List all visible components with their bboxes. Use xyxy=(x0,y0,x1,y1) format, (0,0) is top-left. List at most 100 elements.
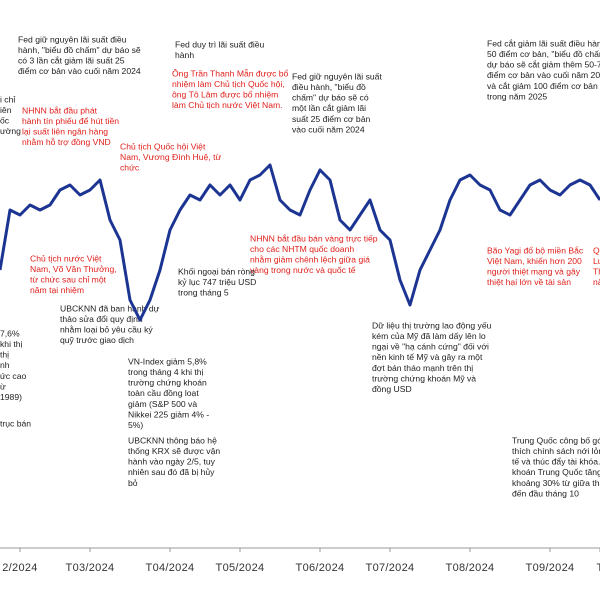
annotation-text: i chỉ xyxy=(0,94,15,104)
annotation-text: Lu xyxy=(593,256,600,266)
annotation-text: có 3 lần cắt giảm lãi suất 25 xyxy=(18,56,125,66)
annotation-text: thống KRX sẽ được vận xyxy=(128,446,220,456)
annotation-text: giảm (S&P 500 và xyxy=(128,399,197,409)
x-tick-label: T07/2024 xyxy=(366,562,415,574)
annotation-text: Việt Nam, khiến hơn 200 xyxy=(487,256,582,266)
annotation-text: tế và thúc đẩy tài khóa. C xyxy=(512,457,600,467)
annotation-text: Bão Yagi đổ bộ miền Bắc xyxy=(487,245,584,255)
annotation-text: một lần cắt giảm lãi xyxy=(292,103,366,113)
annotation-text: năm tại nhiệm xyxy=(30,285,84,295)
annotation-text: điểm cơ bản vào cuối năm 2024 xyxy=(18,66,141,76)
x-tick-label: T09/2024 xyxy=(526,562,575,574)
annotation-text: đến đầu tháng 10 xyxy=(512,488,579,498)
x-tick-label: T03/2024 xyxy=(66,562,115,574)
annotation-text: chấm" dự báo sẽ có xyxy=(292,93,369,103)
annotation-text: đồng USD xyxy=(372,384,412,394)
annotation-text: trục bán xyxy=(0,418,31,428)
annotation-text: khoán Trung Quốc tăng xyxy=(512,467,600,477)
annotation-text: người thiệt mạng và gây xyxy=(487,267,581,277)
annotation-text: nhằm loại bỏ yêu cầu ký xyxy=(60,325,153,335)
annotation-text: suất 25 điểm cơ bản xyxy=(292,114,370,124)
annotation-text: 1989) xyxy=(0,392,22,402)
annotation-text: kỷ lục 747 triệu USD xyxy=(178,277,256,287)
annotation-text: khi thị xyxy=(0,339,23,349)
annotation-text: điều hành, "biểu đồ xyxy=(292,82,366,92)
annotation-text: đợt bán tháo mạnh trên thị xyxy=(372,363,473,373)
annotation-text: toàn cầu đồng loạt xyxy=(128,388,199,398)
annotation-text: 7,6% xyxy=(0,328,20,338)
annotation-text: nhằm giảm chênh lệch giữa giá xyxy=(250,255,370,265)
annotation-text: khoảng 30% từ giữa tháng xyxy=(512,478,600,488)
annotation-text: quỹ trước giao dịch xyxy=(60,335,134,345)
annotation-text: Fed cắt giảm lãi suất điều hành xyxy=(487,38,600,48)
annotation-text: VN-Index giảm 5,8% xyxy=(128,356,207,366)
annotation-text: hành, "biểu đồ chấm" dự báo sẽ xyxy=(18,45,141,55)
annotation-text: làm Chủ tịch nước Việt Nam. xyxy=(172,100,283,110)
annotation-text: Nam, Võ Văn Thưởng, xyxy=(30,264,117,274)
annotation-text: chức xyxy=(120,163,140,173)
annotation-text: iên xyxy=(0,105,12,115)
annotation-text: Nikkei 225 giảm 4% - xyxy=(128,409,209,419)
annotation-text: nhằm hỗ trợ đồng VND xyxy=(22,137,111,147)
annotation-text: trong tháng 4 khi thị xyxy=(128,367,204,377)
annotation-text: hành xyxy=(175,50,194,60)
annotation-text: trường chứng khoán xyxy=(128,378,207,388)
annotation-text: nh xyxy=(0,360,10,370)
annotation-text: ốc xyxy=(0,116,10,126)
annotation-text: Nam, Vương Đình Huệ, từ xyxy=(120,152,221,162)
annotation-text: NHNN bắt đầu phát xyxy=(22,105,98,115)
annotation-text: Th xyxy=(593,267,600,277)
annotation-text: nền kinh tế Mỹ và gây ra một xyxy=(372,352,483,362)
x-tick-label: T04/2024 xyxy=(146,562,195,574)
annotation-text: Trung Quốc công bố gói k xyxy=(512,435,600,445)
annotation-text: NHNN bắt đầu bán vàng trực tiếp xyxy=(250,233,378,243)
annotation-text: Ông Trần Thanh Mẫn được bổ xyxy=(172,68,289,78)
annotation-text: ức cao xyxy=(0,371,27,381)
index-line xyxy=(0,163,600,322)
annotation-text: 5%) xyxy=(128,420,143,430)
annotation-text: lại suất liên ngân hàng xyxy=(22,127,108,137)
annotation-text: trong năm 2025 xyxy=(487,91,547,101)
annotation-text: từ chức sau chỉ một xyxy=(30,275,107,285)
annotation-text: trường chứng khoán Mỹ và xyxy=(372,373,476,383)
annotation-text: ông Tô Lâm được bổ nhiệm xyxy=(172,90,278,100)
annotation-text: bỏ xyxy=(128,478,138,488)
annotation-text: dự báo sẽ cắt giảm thêm 50-75 xyxy=(487,60,600,70)
x-tick-label: T xyxy=(596,562,600,574)
annotation-text: nhiệm làm Chủ tịch Quốc hội, xyxy=(172,79,285,89)
annotation-text: Khối ngoại bán ròng xyxy=(178,266,255,276)
annotation-text: trong tháng 5 xyxy=(178,288,229,298)
annotation-text: UBCKNN thông báo hệ xyxy=(128,435,217,445)
annotation-text: Chủ tịch nước Việt xyxy=(30,253,102,263)
x-tick-label: T06/2024 xyxy=(296,562,345,574)
annotation-text: nă xyxy=(593,277,600,287)
annotation-text: Dữ liệu thị trường lao động yếu xyxy=(372,320,492,330)
annotation-text: kém của Mỹ đã làm dấy lên lo xyxy=(372,331,486,341)
annotation-text: UBCKNN đã ban hành dự xyxy=(60,303,160,313)
annotation-text: thích chính sách nới lỏng xyxy=(512,446,600,456)
annotation-text: hành vào ngày 2/5, tuy xyxy=(128,457,216,467)
annotation-text: ngại về "hạ cánh cứng" đối với xyxy=(372,342,489,352)
annotation-text: Fed giữ nguyên lãi suất điều xyxy=(18,34,127,44)
annotation-text: hành tín phiếu để hút tiền xyxy=(22,116,119,126)
annotation-text: điểm cơ bản vào cuối năm 2024 xyxy=(487,70,600,80)
annotation-text: thị xyxy=(0,350,9,360)
annotation-text: thảo sửa đổi quy định xyxy=(60,314,143,324)
annotation-text: và cắt giảm 100 điểm cơ bản xyxy=(487,81,598,91)
annotation-text: Qu xyxy=(593,245,600,255)
annotation-text: ừ xyxy=(0,381,6,391)
annotation-text: vàng trong nước và quốc tế xyxy=(250,265,356,275)
annotation-text: Fed giữ nguyên lãi suất xyxy=(292,71,382,81)
annotation-text: thiệt hại lớn về tài sản xyxy=(487,277,571,287)
x-tick-label: T05/2024 xyxy=(216,562,265,574)
annotation-text: nhiên sau đó đã bị hủy xyxy=(128,467,215,477)
annotation-text: 50 điểm cơ bản, "biểu đồ chấm" xyxy=(487,49,600,59)
annotation-text: Fed duy trì lãi suất điều xyxy=(175,39,265,49)
x-tick-label: T08/2024 xyxy=(446,562,495,574)
annotation-text: Chủ tịch Quốc hội Việt xyxy=(120,141,206,151)
x-tick-label: 2/2024 xyxy=(2,562,37,574)
annotation-text: ường xyxy=(0,126,21,136)
annotation-text: cho các NHTM quốc doanh xyxy=(250,244,354,254)
annotation-text: vào cuối năm 2024 xyxy=(292,124,365,134)
